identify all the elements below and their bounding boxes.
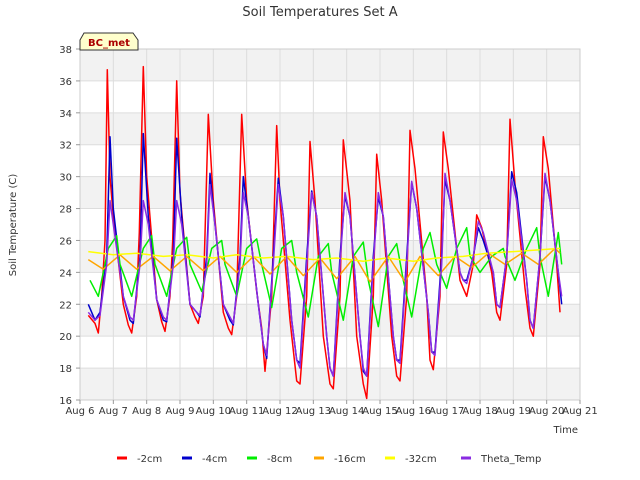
x-tick-label: Aug 16 <box>396 406 431 417</box>
x-tick-label: Aug 14 <box>329 406 364 417</box>
legend-label-4: -32cm <box>405 454 437 465</box>
series-line-3 <box>87 247 561 283</box>
y-tick-label: 34 <box>59 109 72 120</box>
x-tick-label: Aug 9 <box>165 406 194 417</box>
chart-title: Soil Temperatures Set A <box>242 5 397 20</box>
series-line-4 <box>88 247 561 262</box>
x-tick-label: Aug 15 <box>362 406 397 417</box>
series-line-5 <box>87 172 563 377</box>
y-tick-label: 22 <box>59 300 72 311</box>
plot-band <box>80 304 580 337</box>
x-tick-label: Aug 12 <box>262 406 297 417</box>
y-tick-label: 38 <box>59 45 72 56</box>
plot-band <box>80 49 580 81</box>
x-tick-label: Aug 21 <box>562 406 597 417</box>
y-tick-label: 16 <box>59 396 72 407</box>
grid-lines <box>79 48 581 401</box>
y-tick-label: 30 <box>59 173 72 184</box>
y-axis-label: Soil Temperature (C) <box>8 174 19 277</box>
y-tick-label: 20 <box>59 332 72 343</box>
plot-background <box>80 49 580 400</box>
y-axis-ticks: 16 18 20 22 24 26 28 30 32 34 36 38 <box>59 45 80 407</box>
axes <box>79 48 581 401</box>
legend-label-3: -16cm <box>334 454 366 465</box>
y-tick-label: 26 <box>59 236 72 247</box>
plot-band <box>80 112 580 145</box>
x-tick-label: Aug 10 <box>196 406 231 417</box>
x-tick-label: Aug 19 <box>496 406 531 417</box>
legend-label-5: Theta_Temp <box>480 454 541 465</box>
x-tick-label: Aug 17 <box>429 406 464 417</box>
y-tick-label: 24 <box>59 268 72 279</box>
y-tick-label: 32 <box>59 141 72 152</box>
legend-label-0: -2cm <box>137 454 162 465</box>
plot-frame <box>79 48 581 401</box>
x-tick-label: Aug 6 <box>65 406 94 417</box>
x-tick-label: Aug 11 <box>229 406 264 417</box>
site-badge-label: BC_met <box>88 38 130 49</box>
plot-band <box>80 176 580 209</box>
plot-area <box>80 49 580 400</box>
x-tick-label: Aug 13 <box>296 406 331 417</box>
x-tick-label: Aug 20 <box>529 406 564 417</box>
legend-label-2: -8cm <box>267 454 292 465</box>
y-tick-label: 28 <box>59 205 72 216</box>
site-badge: BC_met <box>79 32 139 51</box>
legend: -2cm -4cm -8cm -16cm -32cm Theta_Temp <box>117 454 541 465</box>
x-tick-label: Aug 18 <box>462 406 497 417</box>
x-tick-label: Aug 7 <box>99 406 128 417</box>
series-lines <box>87 65 563 400</box>
x-tick-label: Aug 8 <box>132 406 161 417</box>
y-tick-label: 18 <box>59 364 72 375</box>
y-tick-label: 36 <box>59 77 72 88</box>
legend-label-1: -4cm <box>202 454 227 465</box>
x-axis-label: Time <box>553 425 578 436</box>
